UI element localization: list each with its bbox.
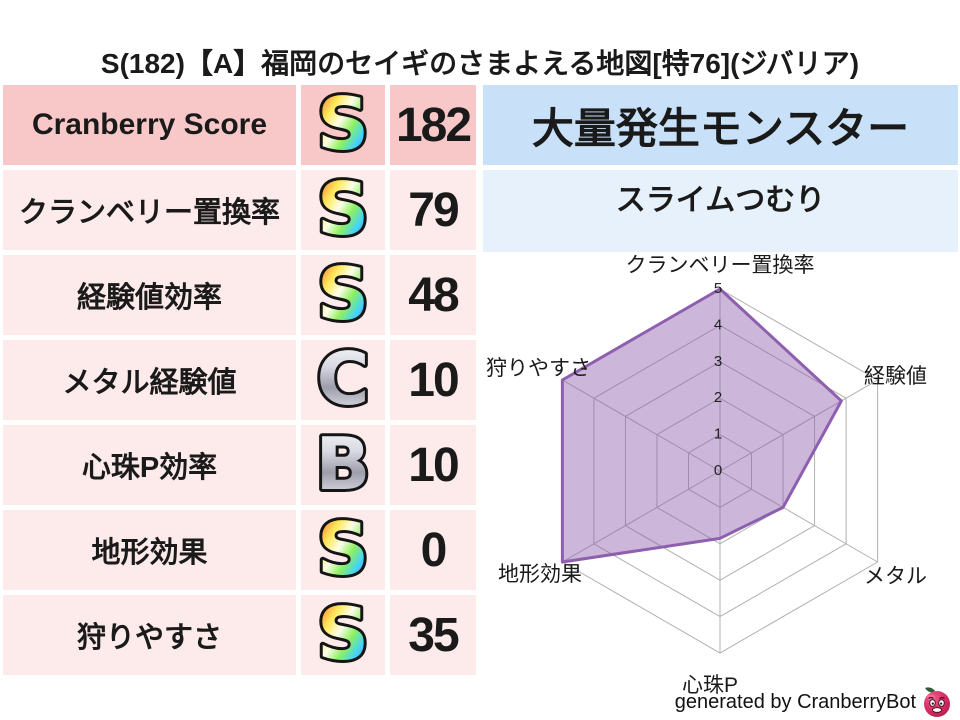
rank-badge: S: [301, 79, 385, 169]
radar-axis-label: クランベリー置換率: [626, 254, 815, 277]
svg-text:B: B: [316, 422, 371, 506]
stat-value: 35: [390, 595, 476, 675]
stat-label: 狩りやすさ: [3, 595, 296, 675]
table-row-shinju-p: 心珠P効率 B 10: [3, 419, 476, 509]
stats-table: Cranberry Score S 182 クランベリー置換率 S 79 経験値…: [3, 79, 476, 679]
radar-data-polygon: [560, 287, 843, 564]
radar-tick-label: 2: [714, 389, 722, 406]
rank-s-rainbow-icon: S: [314, 504, 372, 594]
monster-panel-header: 大量発生モンスター: [483, 85, 958, 165]
svg-text:S: S: [317, 167, 369, 251]
radar-axis-label: 地形効果: [498, 563, 582, 586]
stat-value: 182: [390, 85, 476, 165]
rank-s-rainbow-icon: S: [314, 79, 372, 169]
radar-axis-label: 経験値: [864, 365, 927, 388]
stat-value: 79: [390, 170, 476, 250]
svg-text:S: S: [317, 82, 369, 166]
table-row-huntability: 狩りやすさ S 35: [3, 589, 476, 679]
rank-s-rainbow-icon: S: [314, 249, 372, 339]
radar-tick-label: 4: [714, 316, 722, 333]
monster-name: スライムつむり: [483, 170, 958, 252]
rank-c-silver-icon: C: [314, 334, 373, 424]
rank-badge: S: [301, 504, 385, 594]
stat-label: メタル経験値: [3, 340, 296, 420]
table-row-replace-rate: クランベリー置換率 S 79: [3, 164, 476, 254]
radar-tick-label: 3: [714, 353, 722, 370]
radar-grid-spoke: [562, 470, 721, 563]
radar-tick-label: 1: [714, 426, 722, 443]
svg-text:S: S: [317, 592, 369, 676]
credit-text: generated by CranberryBot: [674, 690, 916, 713]
stat-label: Cranberry Score: [3, 85, 296, 165]
rank-s-rainbow-icon: S: [314, 164, 372, 254]
stat-value: 48: [390, 255, 476, 335]
rank-badge: S: [301, 249, 385, 339]
stat-label: 地形効果: [3, 510, 296, 590]
radar-tick-label: 5: [714, 280, 722, 297]
stat-label: 心珠P効率: [3, 425, 296, 505]
stat-label: クランベリー置換率: [3, 170, 296, 250]
table-row-terrain: 地形効果 S 0: [3, 504, 476, 594]
radar-axis-label: メタル: [864, 565, 927, 588]
svg-text:S: S: [317, 252, 369, 336]
stat-value: 10: [390, 340, 476, 420]
radar-grid-spoke: [719, 379, 878, 472]
stat-value: 0: [390, 510, 476, 590]
rank-b-silver-icon: B: [313, 419, 374, 509]
svg-text:S: S: [317, 507, 369, 591]
table-row-exp-rate: 経験値効率 S 48: [3, 249, 476, 339]
rank-badge: S: [301, 589, 385, 679]
radar-grid-spoke: [719, 470, 878, 563]
radar-axis-label: 狩りやすさ: [486, 357, 591, 380]
rank-badge: S: [301, 164, 385, 254]
table-row-cranberry-score: Cranberry Score S 182: [3, 79, 476, 169]
radar-tick-label: 0: [714, 462, 722, 479]
cranberry-mascot-icon: [924, 687, 950, 717]
radar-grid-spoke: [562, 379, 721, 472]
stat-value: 10: [390, 425, 476, 505]
stat-label: 経験値効率: [3, 255, 296, 335]
rank-badge: C: [301, 334, 385, 424]
footer-credit: generated by CranberryBot: [675, 686, 954, 718]
table-row-metal-exp: メタル経験値 C 10: [3, 334, 476, 424]
svg-text:C: C: [317, 337, 370, 421]
page-title: S(182)【A】福岡のセイギのさまよえる地図[特76](ジバリア): [100, 48, 860, 79]
rank-s-rainbow-icon: S: [314, 589, 372, 679]
rank-badge: B: [301, 419, 385, 509]
radar-axis-label: 心珠P: [682, 674, 738, 697]
